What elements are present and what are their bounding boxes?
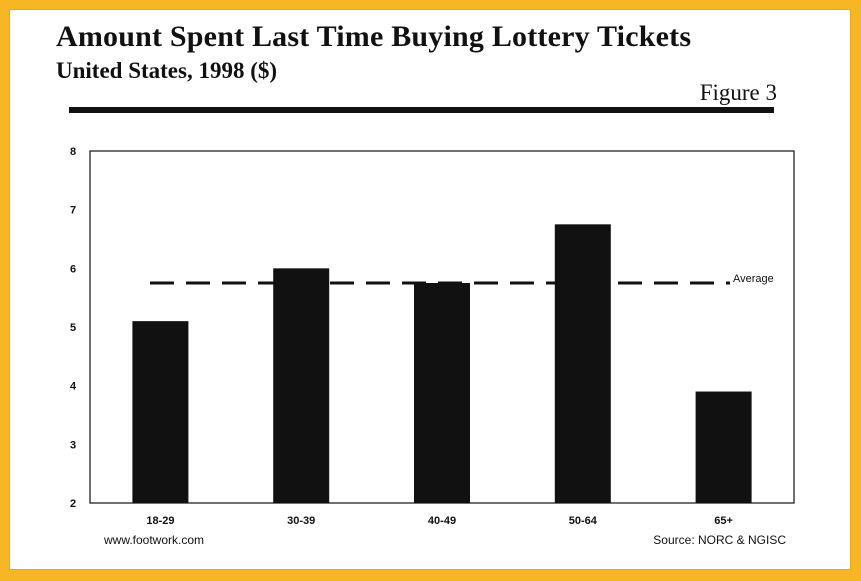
website-credit: www.footwork.com: [104, 533, 205, 547]
y-tick-label: 5: [70, 322, 76, 334]
bar-30-39: [273, 268, 330, 503]
x-axis: 18-29 30-39 40-49 50-64 65+: [146, 515, 733, 527]
y-tick-label: 8: [70, 146, 76, 158]
x-tick-label: 65+: [714, 515, 733, 527]
bar-65+: [695, 391, 752, 503]
y-tick-label: 2: [70, 498, 76, 510]
y-tick-label: 4: [70, 381, 77, 393]
bar-40-49: [414, 283, 470, 503]
x-tick-label: 30-39: [287, 515, 315, 527]
title-rule: [69, 107, 774, 113]
average-label: Average: [733, 273, 774, 285]
y-tick-label: 7: [70, 205, 76, 217]
source-credit: Source: NORC & NGISC: [653, 533, 786, 547]
x-tick-label: 40-49: [428, 515, 456, 527]
y-tick-label: 6: [70, 263, 76, 275]
y-tick-label: 3: [70, 439, 76, 451]
y-axis: 2 3 4 5 6 7 8: [70, 146, 77, 510]
figure-label: Figure 3: [699, 80, 777, 105]
bars: [132, 224, 752, 504]
x-tick-label: 50-64: [569, 515, 598, 527]
chart-subtitle: United States, 1998 ($): [56, 58, 278, 83]
bar-18-29: [132, 321, 189, 503]
bar-50-64: [554, 224, 611, 504]
average-line-group: Average: [150, 273, 774, 285]
chart-title: Amount Spent Last Time Buying Lottery Ti…: [56, 20, 692, 53]
x-tick-label: 18-29: [146, 515, 174, 527]
